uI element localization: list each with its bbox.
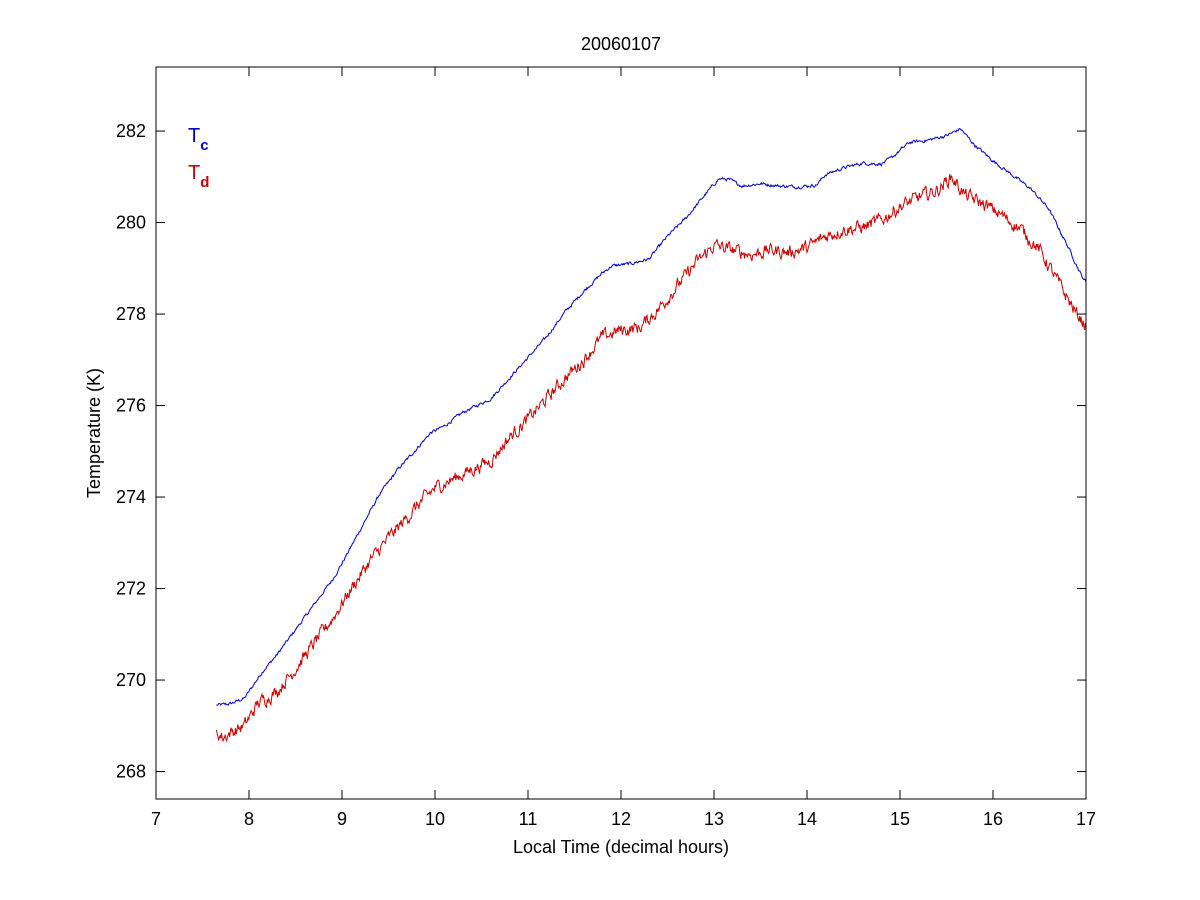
axis-ticks: 7 8 9 10 11 12 13 14 15 16 17 268 270 272 274 276 278 280… [116,67,1096,829]
legend-entry-td-subscript: d [200,174,209,191]
y-tick-label: 278 [116,304,146,324]
legend-entry-td: Td [188,162,209,191]
x-tick-label: 11 [519,809,538,829]
series-line-td [216,173,1087,743]
y-tick-label: 270 [116,670,146,690]
legend-entry-tc-base: T [188,125,200,147]
legend-entry-td-base: T [188,162,200,184]
y-tick-label: 280 [116,213,146,233]
x-axis-label: Local Time (decimal hours) [513,837,729,857]
y-tick-label: 268 [116,762,146,782]
x-tick-label: 7 [151,809,161,829]
y-axis-label: Temperature (K) [84,368,104,498]
y-tick-label: 282 [116,121,146,141]
legend-entry-tc: Tc [188,125,209,154]
series-group [216,127,1087,743]
y-tick-label: 276 [116,396,146,416]
chart-title: 20060107 [581,34,661,54]
y-tick-label: 272 [116,579,146,599]
x-tick-label: 9 [337,809,347,829]
legend: Tc Td [188,125,209,191]
x-tick-label: 8 [244,809,254,829]
x-tick-label: 16 [983,809,1003,829]
legend-entry-tc-subscript: c [200,137,208,154]
x-tick-label: 15 [890,809,910,829]
x-tick-label: 13 [704,809,724,829]
x-tick-label: 14 [797,809,817,829]
x-tick-label: 17 [1076,809,1096,829]
x-tick-label: 12 [611,809,631,829]
series-line-tc [216,127,1087,707]
y-tick-label: 274 [116,487,146,507]
x-tick-label: 10 [425,809,445,829]
